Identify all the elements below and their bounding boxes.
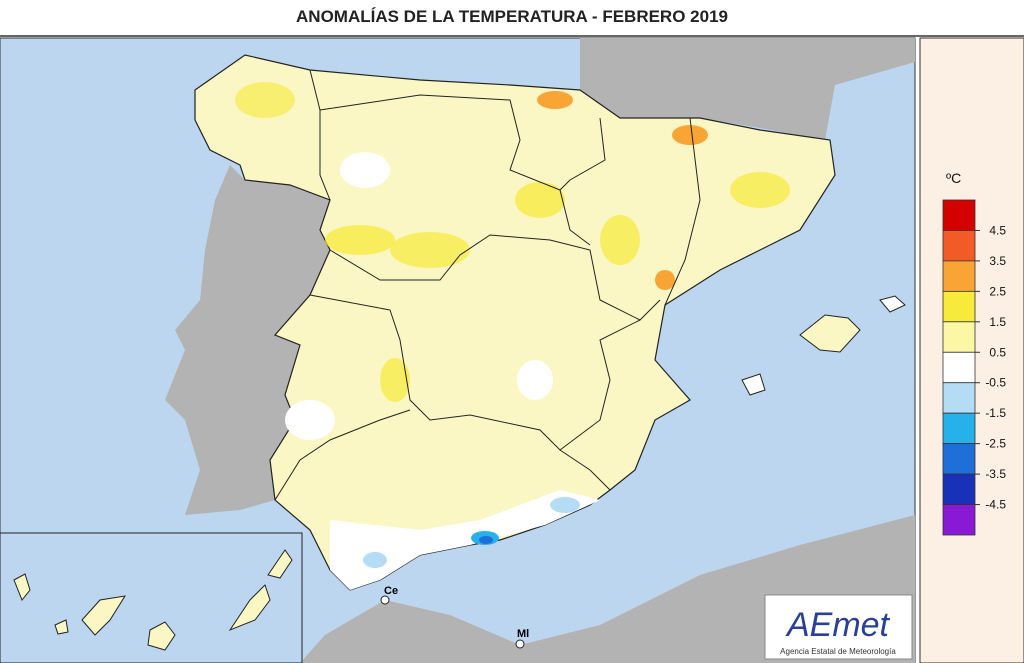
- patch: [340, 152, 390, 188]
- legend-swatch: [942, 321, 976, 353]
- title: ANOMALÍAS DE LA TEMPERATURA - FEBRERO 20…: [296, 7, 728, 26]
- legend-swatch: [942, 382, 976, 414]
- patch: [390, 232, 470, 268]
- patch: [655, 270, 675, 290]
- logo-box: [764, 594, 913, 660]
- border: [559, 449, 611, 491]
- legend-swatch: [942, 290, 976, 323]
- border: [309, 69, 331, 201]
- legend-tick-label: 0.5: [989, 345, 1006, 359]
- patch: [515, 182, 565, 218]
- legend-tick-label: -1.5: [985, 406, 1006, 420]
- island: [267, 549, 293, 579]
- legend-swatch: [942, 199, 976, 231]
- legend-swatch: [942, 412, 976, 445]
- island: [54, 619, 69, 635]
- island: [13, 573, 31, 601]
- legend-swatch: [942, 473, 976, 505]
- island: [147, 621, 176, 651]
- legend-unit: ºC: [946, 170, 961, 186]
- place-label: Ce: [384, 585, 398, 597]
- patch: [363, 552, 387, 568]
- patch: [550, 497, 580, 513]
- france: [580, 38, 915, 140]
- legend-tick-label: -3.5: [985, 467, 1006, 481]
- border: [319, 94, 591, 246]
- legend-tick-label: 3.5: [989, 254, 1006, 268]
- border: [559, 117, 606, 191]
- island: [81, 595, 127, 636]
- logo-subtitle: Agencia Estatal de Meteorología: [780, 647, 896, 656]
- patch: [517, 360, 553, 400]
- patch: [380, 358, 410, 402]
- ceuta-marker: [380, 595, 390, 605]
- legend-tick-label: 1.5: [989, 315, 1006, 329]
- patch: [330, 490, 600, 590]
- patch: [672, 125, 708, 145]
- legend-swatch: [942, 443, 976, 475]
- legend-tick-label: 4.5: [989, 223, 1006, 237]
- legend-swatch: [942, 230, 976, 262]
- island: [228, 584, 271, 632]
- region-borders: [274, 69, 701, 501]
- border: [664, 117, 701, 306]
- melilla-marker: [515, 639, 525, 649]
- ibiza: [741, 373, 766, 396]
- patch: [235, 82, 295, 118]
- patch: [600, 215, 640, 265]
- title-bar: [0, 0, 1024, 34]
- legend-tick-label: -4.5: [985, 498, 1006, 512]
- logo-name: AEmet: [785, 606, 891, 644]
- anomaly-patches: [235, 82, 790, 590]
- place-label: Ml: [517, 628, 529, 640]
- legend-tick-label: 2.5: [989, 284, 1006, 298]
- mallorca: [799, 314, 861, 353]
- border: [274, 409, 411, 501]
- patch: [730, 172, 790, 208]
- patch: [537, 91, 573, 109]
- canarias: [13, 549, 293, 651]
- patch: [285, 400, 335, 440]
- legend-swatch: [942, 504, 976, 536]
- legend-swatch: [942, 260, 976, 292]
- africa: [300, 515, 915, 663]
- legend-tick-label: -0.5: [985, 376, 1006, 390]
- legend-tick-label: -2.5: [985, 437, 1006, 451]
- legend-swatch: [942, 351, 976, 384]
- patch: [479, 536, 493, 544]
- border: [309, 294, 641, 451]
- patch: [325, 225, 395, 255]
- menorca: [879, 295, 906, 313]
- border: [329, 234, 661, 321]
